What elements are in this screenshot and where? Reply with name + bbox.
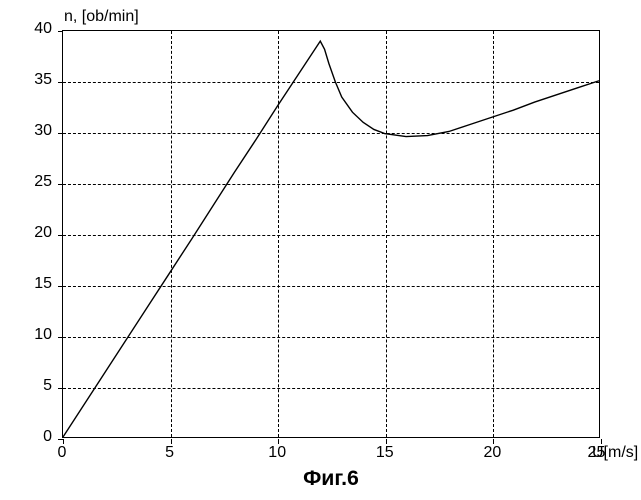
x-tick-label: 20 — [483, 444, 501, 462]
y-axis-label: n, [ob/min] — [64, 8, 139, 26]
x-tick-label: 10 — [268, 444, 286, 462]
series-n_vs_U — [63, 31, 599, 437]
figure: n, [ob/min] U[m/s] Фиг.6 051015202530354… — [0, 0, 641, 500]
x-tick-label: 0 — [58, 444, 67, 462]
series-line — [63, 41, 599, 437]
x-tick-label: 15 — [376, 444, 394, 462]
x-tick-label: 25 — [588, 444, 606, 462]
figure-caption: Фиг.6 — [303, 466, 359, 491]
plot-area — [62, 30, 600, 438]
x-tick-label: 5 — [165, 444, 174, 462]
